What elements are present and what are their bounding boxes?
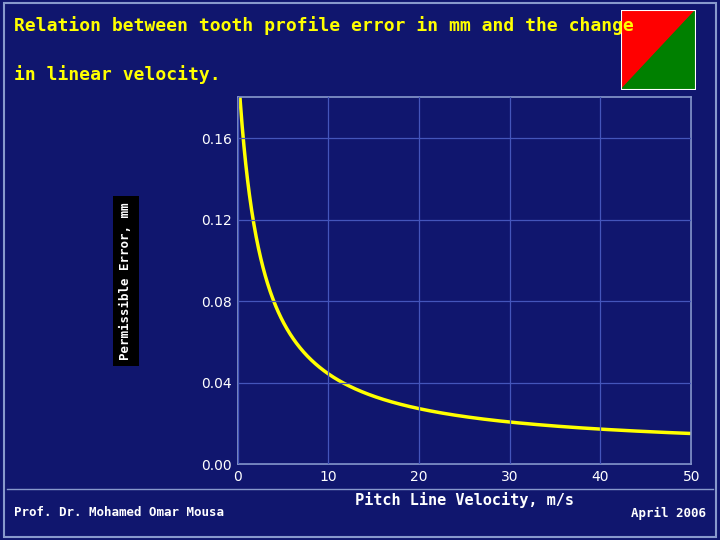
Text: April 2006: April 2006 <box>631 507 706 519</box>
Text: Permissible Error, mm: Permissible Error, mm <box>120 202 132 360</box>
Polygon shape <box>621 10 696 90</box>
Polygon shape <box>621 10 696 90</box>
X-axis label: Pitch Line Velocity, m/s: Pitch Line Velocity, m/s <box>355 492 574 508</box>
Text: in linear velocity.: in linear velocity. <box>14 65 221 84</box>
Text: Prof. Dr. Mohamed Omar Mousa: Prof. Dr. Mohamed Omar Mousa <box>14 507 225 519</box>
Text: Relation between tooth profile error in mm and the change: Relation between tooth profile error in … <box>14 16 634 35</box>
